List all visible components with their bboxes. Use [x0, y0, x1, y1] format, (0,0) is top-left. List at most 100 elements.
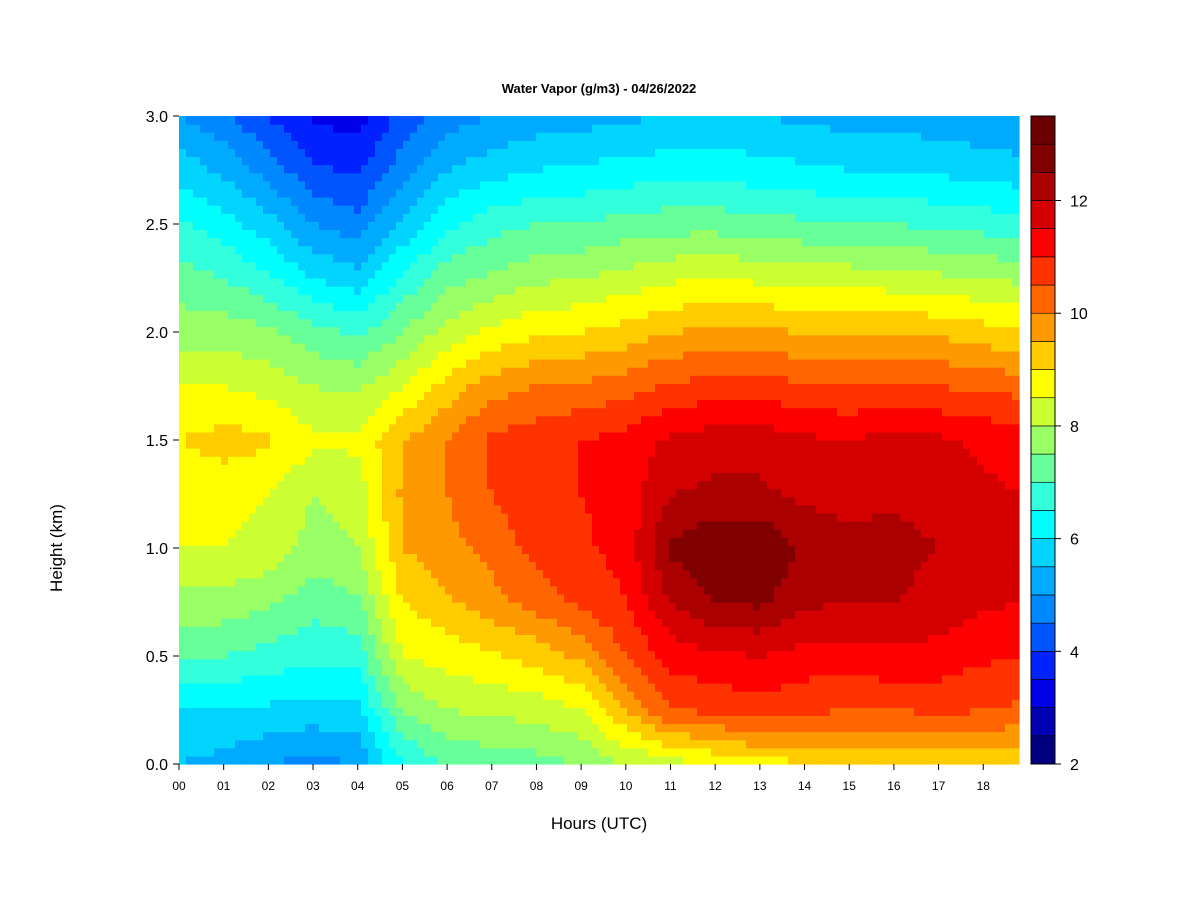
- heatmap-cell: [361, 156, 369, 166]
- heatmap-cell: [270, 537, 278, 546]
- heatmap-cell: [578, 286, 586, 295]
- heatmap-cell: [256, 731, 264, 741]
- heatmap-cell: [368, 504, 376, 514]
- heatmap-cell: [550, 602, 558, 611]
- heatmap-cell: [298, 723, 306, 733]
- heatmap-cell: [375, 350, 383, 360]
- heatmap-cell: [550, 480, 558, 490]
- heatmap-cell: [606, 739, 614, 749]
- heatmap-cell: [494, 634, 502, 644]
- heatmap-cell: [557, 132, 565, 141]
- heatmap-cell: [606, 602, 614, 611]
- heatmap-cell: [249, 229, 257, 239]
- heatmap-cell: [522, 537, 530, 546]
- heatmap-cell: [599, 375, 607, 384]
- heatmap-cell: [592, 553, 600, 563]
- heatmap-cell: [319, 188, 327, 198]
- heatmap-cell: [375, 480, 383, 490]
- heatmap-cell: [480, 359, 488, 368]
- heatmap-cell: [536, 375, 544, 384]
- heatmap-cell: [347, 383, 355, 392]
- heatmap-cell: [431, 569, 439, 579]
- heatmap-cell: [354, 334, 362, 344]
- heatmap-cell: [410, 318, 418, 328]
- heatmap-cell: [354, 464, 362, 473]
- heatmap-cell: [452, 213, 460, 222]
- heatmap-cell: [228, 674, 236, 684]
- heatmap-cell: [263, 261, 271, 271]
- heatmap-cell: [613, 521, 621, 530]
- heatmap-cell: [242, 278, 250, 287]
- heatmap-cell: [186, 334, 194, 344]
- heatmap-cell: [284, 691, 292, 700]
- heatmap-cell: [326, 650, 334, 660]
- heatmap-cell: [599, 610, 607, 619]
- heatmap-cell: [186, 148, 194, 158]
- heatmap-cell: [263, 391, 271, 401]
- heatmap-cell: [242, 116, 250, 125]
- heatmap-cell: [319, 488, 327, 498]
- heatmap-cell: [571, 707, 579, 716]
- heatmap-cell: [452, 440, 460, 449]
- heatmap-cell: [494, 585, 502, 595]
- heatmap-cell: [284, 561, 292, 571]
- heatmap-cell: [298, 415, 306, 425]
- heatmap-cell: [578, 132, 586, 141]
- heatmap-cell: [466, 116, 474, 125]
- heatmap-cell: [305, 229, 313, 239]
- heatmap-cell: [445, 286, 453, 295]
- heatmap-cell: [326, 699, 334, 708]
- heatmap-cell: [298, 731, 306, 741]
- heatmap-cell: [382, 359, 390, 368]
- heatmap-cell: [592, 747, 600, 757]
- heatmap-cell: [354, 294, 362, 303]
- heatmap-cell: [578, 253, 586, 263]
- heatmap-cell: [473, 602, 481, 611]
- heatmap-cell: [522, 634, 530, 644]
- heatmap-cell: [382, 415, 390, 425]
- heatmap-cell: [543, 593, 551, 603]
- heatmap-cell: [487, 747, 495, 757]
- heatmap-cell: [480, 666, 488, 676]
- heatmap-cell: [312, 367, 320, 376]
- heatmap-cell: [515, 245, 523, 255]
- heatmap-cell: [256, 456, 264, 465]
- heatmap-cell: [179, 674, 187, 684]
- heatmap-cell: [235, 626, 243, 635]
- heatmap-cell: [550, 188, 558, 198]
- heatmap-cell: [291, 691, 299, 700]
- heatmap-cell: [571, 650, 579, 660]
- heatmap-cell: [375, 561, 383, 571]
- heatmap-cell: [487, 407, 495, 417]
- heatmap-cell: [193, 691, 201, 700]
- heatmap-cell: [557, 213, 565, 222]
- heatmap-cell: [361, 342, 369, 352]
- heatmap-cell: [403, 642, 411, 652]
- heatmap-cell: [529, 521, 537, 530]
- heatmap-cell: [599, 561, 607, 571]
- heatmap-cell: [221, 480, 229, 490]
- heatmap-cell: [200, 456, 208, 465]
- heatmap-cell: [508, 504, 516, 514]
- heatmap-cell: [389, 294, 397, 303]
- heatmap-cell: [186, 286, 194, 295]
- heatmap-cell: [396, 658, 404, 668]
- heatmap-cell: [522, 602, 530, 611]
- heatmap-cell: [417, 164, 425, 174]
- heatmap-cell: [221, 610, 229, 619]
- heatmap-cell: [522, 148, 530, 158]
- heatmap-cell: [459, 261, 467, 271]
- heatmap-cell: [578, 188, 586, 198]
- heatmap-cell: [228, 666, 236, 676]
- heatmap-cell: [382, 480, 390, 490]
- heatmap-cell: [599, 116, 607, 125]
- heatmap-cell: [326, 739, 334, 749]
- heatmap-cell: [536, 172, 544, 182]
- heatmap-cell: [263, 431, 271, 441]
- heatmap-cell: [466, 723, 474, 733]
- heatmap-cell: [200, 448, 208, 457]
- heatmap-cell: [340, 359, 348, 368]
- heatmap-cell: [494, 180, 502, 190]
- heatmap-cell: [445, 237, 453, 247]
- heatmap-cell: [228, 602, 236, 611]
